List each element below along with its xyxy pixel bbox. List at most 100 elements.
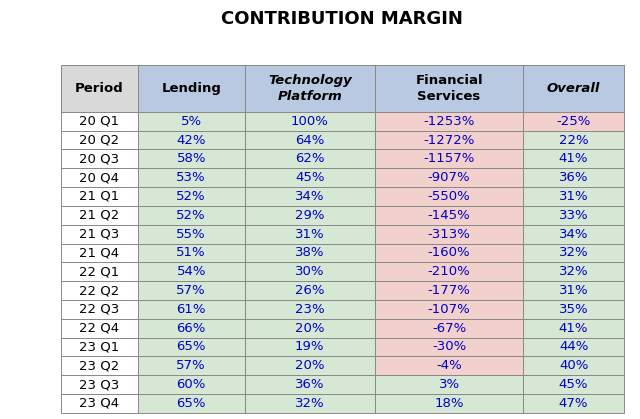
Text: -1272%: -1272% bbox=[424, 134, 475, 147]
Bar bbox=[375, 262, 524, 281]
Text: 29%: 29% bbox=[295, 209, 324, 222]
Text: -313%: -313% bbox=[428, 228, 470, 241]
Text: Lending: Lending bbox=[161, 82, 221, 95]
Text: -1253%: -1253% bbox=[424, 115, 475, 128]
Bar bbox=[524, 187, 624, 206]
Bar bbox=[138, 319, 244, 338]
Bar bbox=[138, 187, 244, 206]
Text: 20%: 20% bbox=[295, 359, 324, 372]
Text: Period: Period bbox=[75, 82, 124, 95]
Text: 36%: 36% bbox=[559, 171, 588, 184]
Bar bbox=[61, 150, 138, 168]
Bar bbox=[524, 394, 624, 413]
Bar bbox=[375, 206, 524, 225]
Bar bbox=[244, 262, 375, 281]
Bar bbox=[61, 112, 138, 131]
Bar bbox=[524, 168, 624, 187]
Text: 19%: 19% bbox=[295, 340, 324, 353]
Text: 22 Q4: 22 Q4 bbox=[79, 322, 120, 335]
Text: -210%: -210% bbox=[428, 265, 470, 278]
Bar bbox=[375, 319, 524, 338]
Bar bbox=[375, 225, 524, 243]
Bar bbox=[375, 131, 524, 150]
Text: 20 Q4: 20 Q4 bbox=[79, 171, 119, 184]
Bar bbox=[244, 338, 375, 356]
Text: 22 Q2: 22 Q2 bbox=[79, 284, 120, 297]
Bar bbox=[244, 206, 375, 225]
Bar bbox=[524, 131, 624, 150]
Text: 34%: 34% bbox=[559, 228, 588, 241]
Text: 52%: 52% bbox=[177, 209, 206, 222]
Bar bbox=[61, 281, 138, 300]
Text: 22 Q3: 22 Q3 bbox=[79, 303, 120, 316]
Text: 23 Q3: 23 Q3 bbox=[79, 378, 120, 391]
Text: 41%: 41% bbox=[559, 153, 588, 166]
Bar bbox=[61, 243, 138, 262]
Bar bbox=[375, 65, 524, 112]
Text: -4%: -4% bbox=[436, 359, 462, 372]
Text: -907%: -907% bbox=[428, 171, 470, 184]
Text: 55%: 55% bbox=[177, 228, 206, 241]
Bar bbox=[524, 262, 624, 281]
Text: 32%: 32% bbox=[559, 246, 588, 259]
Text: -67%: -67% bbox=[432, 322, 466, 335]
Bar bbox=[138, 206, 244, 225]
Bar bbox=[244, 112, 375, 131]
Text: 31%: 31% bbox=[559, 284, 588, 297]
Text: 20%: 20% bbox=[295, 322, 324, 335]
Bar bbox=[244, 300, 375, 319]
Bar bbox=[244, 131, 375, 150]
Text: CONTRIBUTION MARGIN: CONTRIBUTION MARGIN bbox=[221, 10, 463, 28]
Bar bbox=[244, 281, 375, 300]
Bar bbox=[61, 300, 138, 319]
Text: 21 Q1: 21 Q1 bbox=[79, 190, 120, 203]
Bar bbox=[138, 150, 244, 168]
Bar bbox=[524, 375, 624, 394]
Bar bbox=[375, 394, 524, 413]
Text: -160%: -160% bbox=[428, 246, 470, 259]
Bar bbox=[524, 112, 624, 131]
Bar bbox=[61, 394, 138, 413]
Bar bbox=[524, 356, 624, 375]
Text: 100%: 100% bbox=[291, 115, 329, 128]
Bar bbox=[524, 65, 624, 112]
Bar bbox=[138, 112, 244, 131]
Text: 66%: 66% bbox=[177, 322, 206, 335]
Text: 34%: 34% bbox=[295, 190, 324, 203]
Bar bbox=[375, 375, 524, 394]
Bar bbox=[61, 262, 138, 281]
Text: 45%: 45% bbox=[295, 171, 324, 184]
Text: 47%: 47% bbox=[559, 397, 588, 410]
Bar bbox=[244, 65, 375, 112]
Bar bbox=[138, 243, 244, 262]
Text: 5%: 5% bbox=[180, 115, 202, 128]
Text: 57%: 57% bbox=[177, 359, 206, 372]
Text: 20 Q1: 20 Q1 bbox=[79, 115, 120, 128]
Text: 31%: 31% bbox=[295, 228, 324, 241]
Text: 65%: 65% bbox=[177, 340, 206, 353]
Bar bbox=[244, 243, 375, 262]
Bar bbox=[524, 281, 624, 300]
Text: Financial
Services: Financial Services bbox=[415, 74, 483, 103]
Text: 33%: 33% bbox=[559, 209, 588, 222]
Text: 60%: 60% bbox=[177, 378, 206, 391]
Bar bbox=[244, 375, 375, 394]
Bar bbox=[138, 356, 244, 375]
Text: 51%: 51% bbox=[177, 246, 206, 259]
Bar bbox=[244, 319, 375, 338]
Text: 23%: 23% bbox=[295, 303, 324, 316]
Bar bbox=[524, 150, 624, 168]
Text: Technology
Platform: Technology Platform bbox=[268, 74, 351, 103]
Text: 54%: 54% bbox=[177, 265, 206, 278]
Bar bbox=[524, 319, 624, 338]
Text: 22%: 22% bbox=[559, 134, 588, 147]
Bar bbox=[375, 187, 524, 206]
Text: 21 Q3: 21 Q3 bbox=[79, 228, 120, 241]
Text: 64%: 64% bbox=[295, 134, 324, 147]
Bar bbox=[138, 300, 244, 319]
Bar bbox=[375, 112, 524, 131]
Bar bbox=[375, 300, 524, 319]
Text: 65%: 65% bbox=[177, 397, 206, 410]
Text: 44%: 44% bbox=[559, 340, 588, 353]
Text: 61%: 61% bbox=[177, 303, 206, 316]
